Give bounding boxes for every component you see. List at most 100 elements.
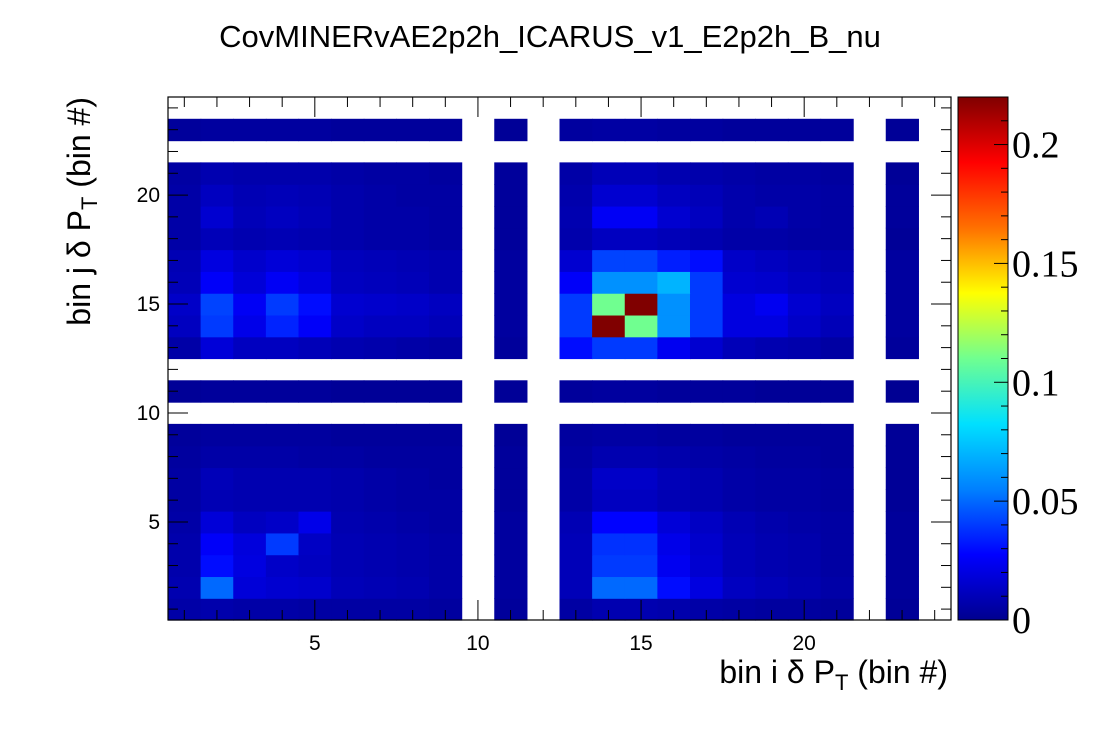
heatmap-cell [200,205,234,229]
heatmap-cell [559,314,593,338]
heatmap-cell [722,554,756,578]
heatmap-cell [494,293,528,316]
heatmap-cell [168,598,202,621]
heatmap-cell [233,532,267,556]
heatmap-cell [396,118,430,142]
heatmap-cell [331,184,365,207]
heatmap-cell [298,445,332,469]
heatmap-cell [820,271,854,294]
heatmap-cell [690,380,724,403]
heatmap-cell [722,227,756,251]
heatmap-cell [820,532,854,556]
heatmap-cell [787,554,822,578]
heatmap-cell [592,293,626,316]
heatmap-cell [657,554,691,578]
heatmap-cell [265,598,300,621]
heatmap-cell [787,336,822,360]
heatmap-cell [200,576,234,599]
heatmap-cell [559,423,593,447]
heatmap-cell [168,162,202,185]
heatmap-cell [396,293,430,316]
heatmap-cell [657,467,691,490]
heatmap-cell [787,184,822,207]
heatmap-cell [396,184,430,207]
heatmap-cell [690,336,724,360]
heatmap-cell [331,314,365,338]
heatmap-cell [233,445,267,469]
heatmap-cell [559,205,593,229]
heatmap-cell [331,227,365,251]
heatmap-cell [657,162,691,185]
heatmap-cell [200,532,234,556]
heatmap-cell [331,489,365,512]
plot-border [167,96,952,621]
heatmap-cell [429,293,463,316]
heatmap-cell [363,314,397,338]
heatmap-cell [559,336,593,360]
heatmap-cell [331,423,365,447]
heatmap-cell [885,576,919,599]
heatmap-cell [298,467,332,490]
heatmap-cell [722,423,756,447]
heatmap-cell [298,511,332,534]
heatmap-cell [233,511,267,534]
heatmap-cell [494,314,528,338]
heatmap-cell [233,423,267,447]
heatmap-cell [592,271,626,294]
heatmap-cell [690,532,724,556]
heatmap-cell [559,445,593,469]
heatmap-cell [429,554,463,578]
heatmap-cell [396,249,430,272]
heatmap-cell [755,380,789,403]
heatmap-cell [331,271,365,294]
heatmap-cell [722,293,756,316]
heatmap-cell [233,271,267,294]
heatmap-cell [690,184,724,207]
heatmap-cell [559,293,593,316]
heatmap-cell [265,532,300,556]
heatmap-cell [494,423,528,447]
heatmap-cell [363,162,397,185]
heatmap-cell [298,314,332,338]
heatmap-cell [200,445,234,469]
heatmap-cell [559,554,593,578]
heatmap-cell [363,227,397,251]
heatmap-cell [885,162,919,185]
heatmap-cell [396,205,430,229]
chart-title: CovMINERvAE2p2h_ICARUS_v1_E2p2h_B_nu [219,19,881,54]
heatmap-cell [820,423,854,447]
y-tick-label: 20 [137,184,160,207]
heatmap-cell [363,511,397,534]
y-tick-label: 5 [148,511,160,534]
heatmap-cell [265,467,300,490]
heatmap-cell [755,184,789,207]
heatmap-cell [429,227,463,251]
heatmap-cell [787,511,822,534]
heatmap-cell [331,467,365,490]
heatmap-cell [298,554,332,578]
heatmap-cell [624,532,658,556]
heatmap-cell [657,184,691,207]
heatmap-cell [755,205,789,229]
heatmap-cell [429,467,463,490]
heatmap-cell [494,271,528,294]
heatmap-cell [331,532,365,556]
heatmap-cell [820,293,854,316]
heatmap-cell [331,511,365,534]
heatmap-cell [396,314,430,338]
heatmap-cell [265,118,300,142]
heatmap-cell [592,598,626,621]
heatmap-cell [233,205,267,229]
heatmap-cell [690,423,724,447]
heatmap-cell [722,511,756,534]
heatmap-cell [885,554,919,578]
heatmap-cell [298,118,332,142]
heatmap-cell [298,532,332,556]
heatmap-cell [233,467,267,490]
x-tick-label: 20 [793,632,816,655]
heatmap-cell [592,445,626,469]
heatmap-cell [592,118,626,142]
heatmap-cell [363,445,397,469]
heatmap-cell [494,336,528,360]
heatmap-cell [331,205,365,229]
